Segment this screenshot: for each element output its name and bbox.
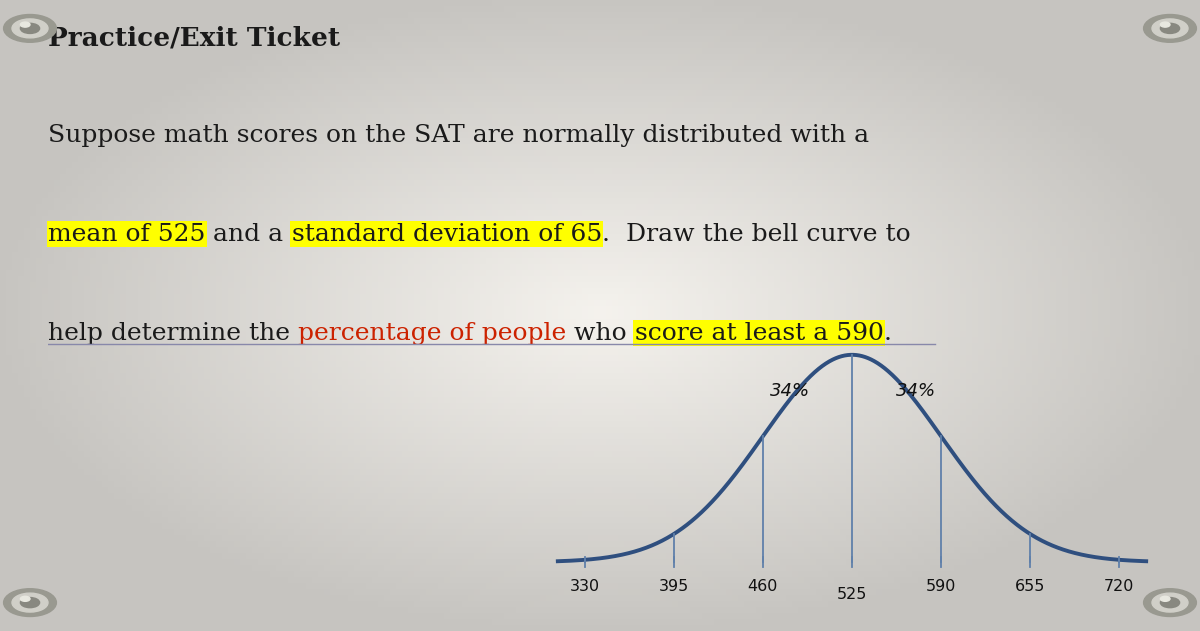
Text: 525: 525 — [836, 587, 868, 602]
Text: score at least a 590: score at least a 590 — [635, 322, 883, 345]
Text: who: who — [566, 322, 635, 345]
Text: 34%: 34% — [770, 382, 810, 401]
Text: standard deviation of 65: standard deviation of 65 — [292, 223, 601, 246]
Text: Practice/Exit Ticket: Practice/Exit Ticket — [48, 25, 340, 50]
Text: .  Draw the bell curve to: . Draw the bell curve to — [601, 223, 911, 246]
Text: 330: 330 — [570, 579, 600, 594]
Text: and a: and a — [205, 223, 292, 246]
Text: help determine the: help determine the — [48, 322, 298, 345]
Text: 34%: 34% — [896, 382, 936, 401]
Text: percentage of people: percentage of people — [298, 322, 566, 345]
Text: Suppose math scores on the SAT are normally distributed with a: Suppose math scores on the SAT are norma… — [48, 124, 869, 147]
Text: 720: 720 — [1104, 579, 1135, 594]
Text: 655: 655 — [1015, 579, 1045, 594]
Text: 395: 395 — [659, 579, 689, 594]
Text: .: . — [883, 322, 892, 345]
Text: 590: 590 — [926, 579, 956, 594]
Text: mean of 525: mean of 525 — [48, 223, 205, 246]
Text: 460: 460 — [748, 579, 778, 594]
